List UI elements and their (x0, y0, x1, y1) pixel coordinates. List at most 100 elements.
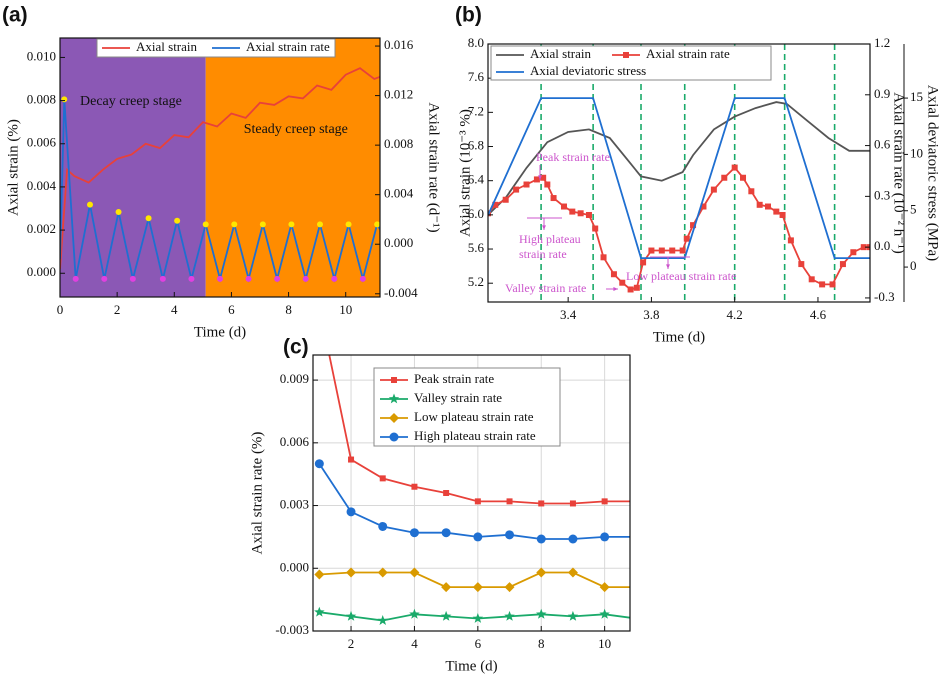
y2-tick-label: 0.0 (874, 238, 890, 253)
y2-tick-label: 0.000 (384, 235, 413, 250)
marker (683, 235, 690, 242)
marker (787, 237, 794, 244)
y-axis-title: Axial strain (10⁻³ %) (457, 109, 473, 237)
marker (710, 186, 717, 193)
x-tick-label: 3.8 (643, 307, 659, 322)
x-axis-title: Time (d) (194, 324, 246, 340)
marker (536, 534, 546, 544)
marker (610, 271, 617, 278)
plot-area (314, 304, 642, 625)
marker (316, 304, 322, 310)
marker (569, 208, 576, 215)
marker (101, 275, 108, 282)
marker (544, 181, 551, 188)
marker (819, 281, 826, 288)
x-axis-title: Time (d) (445, 658, 497, 674)
marker (391, 377, 397, 383)
y3-tick-label: 10 (910, 145, 923, 160)
y-tick-label: 0.006 (280, 434, 310, 449)
plot-frame (59, 37, 381, 298)
marker (829, 281, 836, 288)
y3-tick-label: 5 (910, 202, 917, 217)
panel: 2 4 6 8 10 -0.003 0.000 0.003 0.006 0.009 (c) Time … (249, 304, 642, 674)
marker (631, 582, 641, 592)
marker (502, 196, 509, 203)
marker (346, 507, 356, 517)
marker (623, 52, 629, 58)
marker (577, 210, 584, 217)
marker (633, 498, 639, 504)
y-tick-label: 8.0 (468, 35, 484, 50)
y-tick-label: 0.000 (280, 559, 309, 574)
marker (504, 610, 515, 621)
y-tick-label: 5.6 (468, 240, 485, 255)
marker (619, 279, 626, 286)
marker (441, 582, 452, 593)
y3-axis-title: Axial deviatoric stress (MPa) (925, 85, 941, 261)
marker (346, 567, 357, 578)
marker (274, 275, 281, 282)
marker (627, 286, 634, 293)
marker (378, 521, 388, 531)
marker (631, 613, 642, 623)
marker (536, 567, 547, 578)
x-tick-label: 4 (411, 636, 418, 651)
annotation: Low plateau strain rate (626, 269, 736, 283)
marker (669, 247, 676, 254)
x-tick-label: 10 (339, 302, 352, 317)
x-tick-label: 10 (598, 636, 611, 651)
marker (389, 432, 399, 442)
marker (640, 259, 647, 266)
legend-box (490, 45, 772, 81)
marker (314, 606, 325, 617)
marker (288, 221, 295, 228)
marker (536, 608, 547, 619)
marker (504, 582, 515, 593)
legend-label: Axial strain rate (646, 46, 730, 61)
series-line (60, 67, 380, 269)
marker (409, 608, 420, 619)
panel-label: (a) (2, 4, 28, 27)
legend-label: Low plateau strain rate (414, 409, 534, 424)
x-tick-label: 0 (57, 302, 64, 317)
marker (379, 475, 386, 482)
y2-tick-label: 1.2 (874, 35, 890, 50)
marker (860, 244, 867, 251)
marker (567, 567, 578, 578)
marker (348, 456, 355, 463)
y2-tick-label: 0.6 (874, 137, 891, 152)
marker (850, 249, 857, 256)
annotation: Valley strain rate (505, 281, 586, 295)
marker (569, 500, 576, 507)
y-tick-label: 6.0 (468, 206, 484, 221)
marker (599, 608, 610, 619)
marker (129, 275, 136, 282)
marker (331, 275, 338, 282)
y-tick-label: 7.2 (468, 103, 484, 118)
marker (217, 275, 223, 282)
y-tick-label: -0.003 (275, 622, 309, 637)
legend-box (373, 367, 561, 447)
annotation-arrowhead (538, 175, 542, 180)
marker (756, 201, 763, 208)
x-tick-label: 4.6 (810, 307, 827, 322)
marker (145, 215, 152, 222)
y-tick-label: 0.000 (27, 264, 56, 279)
marker (302, 275, 309, 282)
annotation: High plateau (519, 232, 581, 246)
marker (377, 567, 388, 578)
marker (533, 176, 540, 183)
annotation-arrowhead (542, 225, 546, 230)
marker (492, 201, 499, 208)
marker (506, 498, 513, 505)
x-axis-title: Time (d) (653, 329, 705, 345)
marker (599, 582, 610, 593)
marker (700, 203, 707, 210)
marker (389, 413, 399, 423)
x-tick-label: 4.2 (727, 307, 743, 322)
x-tick-label: 2 (348, 636, 355, 651)
marker (441, 528, 451, 538)
marker (585, 211, 592, 218)
marker (568, 534, 578, 544)
y-tick-label: 7.6 (468, 69, 485, 84)
